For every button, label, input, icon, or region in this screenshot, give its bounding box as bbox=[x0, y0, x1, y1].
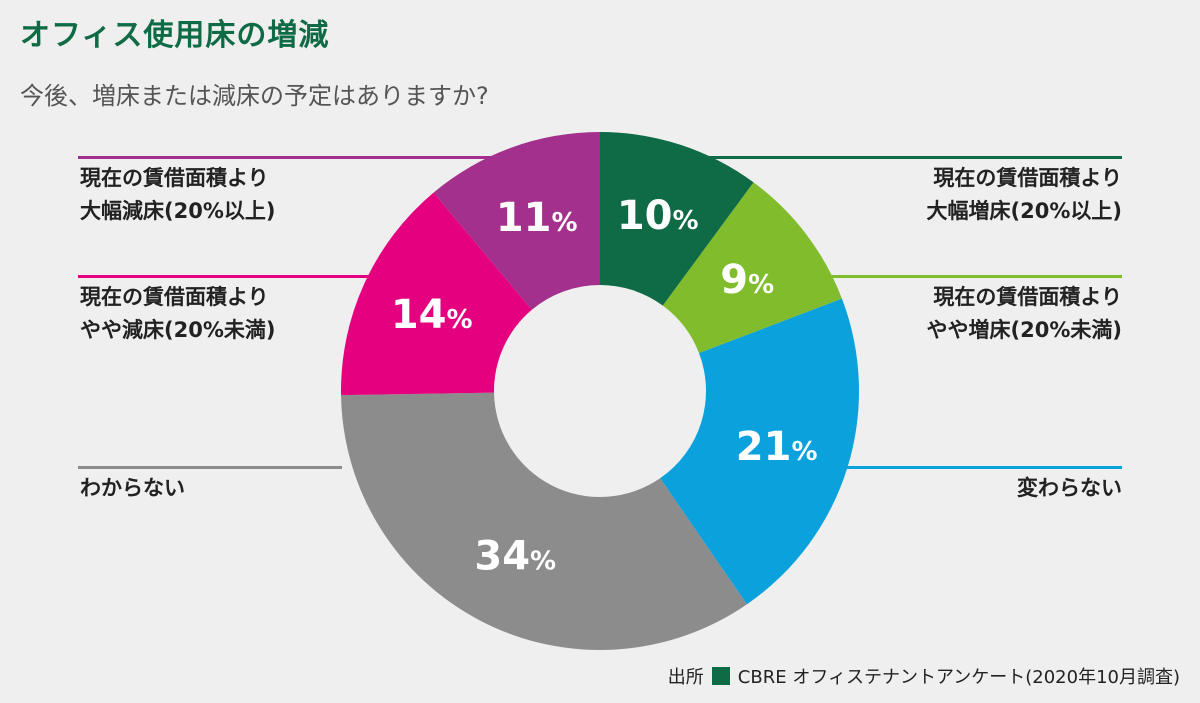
legend-label-2: 変わらない bbox=[1017, 472, 1122, 505]
slice-value-label-1: 9% bbox=[720, 257, 774, 303]
label-rule-2 bbox=[830, 466, 1122, 469]
chart-subtitle: 今後、増床または減床の予定はありますか? bbox=[20, 82, 489, 110]
legend-label-line: わからない bbox=[80, 476, 185, 500]
legend-label-5: 現在の賃借面積より 大幅減床(20%以上) bbox=[80, 162, 275, 228]
slice-value-label-4: 14% bbox=[391, 292, 473, 338]
donut-slice-5 bbox=[433, 132, 600, 310]
label-rule-0 bbox=[700, 156, 1122, 159]
source-prefix: 出所 bbox=[667, 667, 704, 688]
slice-value-label-2: 21% bbox=[736, 424, 818, 470]
legend-label-line: 現在の賃借面積より bbox=[80, 166, 269, 190]
legend-label-3: わからない bbox=[80, 472, 185, 505]
legend-label-line: やや増床(20%未満) bbox=[926, 318, 1122, 342]
legend-label-line: 現在の賃借面積より bbox=[80, 285, 269, 309]
donut-slice-2 bbox=[660, 298, 859, 605]
donut-slice-3 bbox=[341, 392, 747, 650]
legend-label-line: 変わらない bbox=[1017, 476, 1122, 500]
donut-slice-1 bbox=[662, 182, 842, 354]
source-text: CBRE オフィステナントアンケート(2020年10月調査) bbox=[737, 667, 1180, 688]
legend-label-4: 現在の賃借面積より やや減床(20%未満) bbox=[80, 281, 275, 347]
legend-label-line: 現在の賃借面積より bbox=[933, 166, 1122, 190]
label-rule-1 bbox=[800, 275, 1122, 278]
slice-value-label-3: 34% bbox=[474, 533, 556, 579]
legend-label-line: 大幅減床(20%以上) bbox=[80, 199, 276, 223]
legend-label-0: 現在の賃借面積より大幅増床(20%以上) bbox=[927, 162, 1122, 228]
label-rule-5 bbox=[78, 156, 500, 159]
slice-value-label-0: 10% bbox=[617, 193, 699, 239]
source-square-icon bbox=[711, 667, 730, 685]
legend-label-line: 大幅増床(20%以上) bbox=[926, 199, 1122, 223]
legend-label-line: やや減床(20%未満) bbox=[80, 318, 276, 342]
label-rule-4 bbox=[78, 275, 372, 278]
slice-value-label-5: 11% bbox=[496, 195, 578, 241]
donut-slice-0 bbox=[600, 132, 754, 306]
legend-label-line: 現在の賃借面積より bbox=[933, 285, 1122, 309]
legend-label-1: 現在の賃借面積よりやや増床(20%未満) bbox=[927, 281, 1122, 347]
donut-slice-4 bbox=[341, 192, 532, 396]
label-rule-3 bbox=[78, 466, 342, 469]
source-note: 出所 CBRE オフィステナントアンケート(2020年10月調査) bbox=[668, 663, 1180, 689]
chart-title: オフィス使用床の増減 bbox=[20, 18, 330, 53]
